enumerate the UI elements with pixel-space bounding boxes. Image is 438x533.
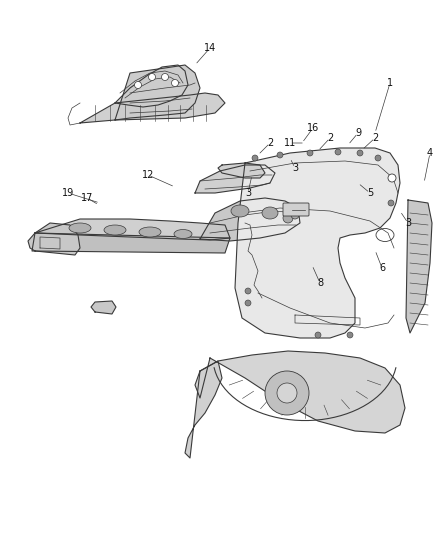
Text: 3: 3 bbox=[245, 188, 251, 198]
Text: 8: 8 bbox=[317, 278, 323, 288]
FancyBboxPatch shape bbox=[283, 203, 309, 216]
Circle shape bbox=[162, 74, 169, 80]
Text: 9: 9 bbox=[355, 128, 361, 138]
Polygon shape bbox=[406, 200, 432, 333]
Circle shape bbox=[277, 152, 283, 158]
Polygon shape bbox=[28, 223, 80, 255]
Text: 4: 4 bbox=[427, 148, 433, 158]
Circle shape bbox=[347, 332, 353, 338]
Polygon shape bbox=[185, 361, 222, 458]
Text: 12: 12 bbox=[142, 170, 154, 180]
Polygon shape bbox=[200, 198, 300, 241]
Circle shape bbox=[252, 155, 258, 161]
Polygon shape bbox=[91, 301, 116, 314]
Polygon shape bbox=[195, 165, 275, 193]
Text: 3: 3 bbox=[292, 163, 298, 173]
Ellipse shape bbox=[231, 205, 249, 217]
Polygon shape bbox=[115, 65, 188, 107]
Circle shape bbox=[148, 74, 155, 80]
Text: 1: 1 bbox=[387, 78, 393, 88]
Circle shape bbox=[283, 213, 293, 223]
Ellipse shape bbox=[262, 207, 278, 219]
Ellipse shape bbox=[104, 225, 126, 235]
Circle shape bbox=[172, 79, 179, 86]
Circle shape bbox=[388, 174, 396, 182]
Circle shape bbox=[291, 211, 299, 219]
Ellipse shape bbox=[69, 223, 91, 233]
Circle shape bbox=[265, 371, 309, 415]
Circle shape bbox=[357, 150, 363, 156]
Circle shape bbox=[245, 288, 251, 294]
Polygon shape bbox=[195, 351, 405, 433]
Polygon shape bbox=[235, 148, 400, 338]
Polygon shape bbox=[115, 65, 200, 120]
Text: 2: 2 bbox=[267, 138, 273, 148]
Ellipse shape bbox=[174, 230, 192, 238]
Circle shape bbox=[335, 149, 341, 155]
Polygon shape bbox=[80, 93, 225, 123]
Text: 6: 6 bbox=[379, 263, 385, 273]
Circle shape bbox=[134, 82, 141, 88]
Text: 3: 3 bbox=[405, 218, 411, 228]
Text: 2: 2 bbox=[327, 133, 333, 143]
Text: 14: 14 bbox=[204, 43, 216, 53]
Circle shape bbox=[307, 150, 313, 156]
Text: 16: 16 bbox=[307, 123, 319, 133]
Text: 11: 11 bbox=[284, 138, 296, 148]
Circle shape bbox=[315, 332, 321, 338]
Circle shape bbox=[277, 383, 297, 403]
Circle shape bbox=[375, 155, 381, 161]
Circle shape bbox=[388, 200, 394, 206]
Text: 19: 19 bbox=[62, 188, 74, 198]
Circle shape bbox=[245, 300, 251, 306]
Text: 5: 5 bbox=[367, 188, 373, 198]
Polygon shape bbox=[32, 233, 230, 253]
Text: 17: 17 bbox=[81, 193, 93, 203]
Polygon shape bbox=[218, 163, 265, 178]
Polygon shape bbox=[35, 219, 230, 240]
Text: 2: 2 bbox=[372, 133, 378, 143]
Ellipse shape bbox=[139, 227, 161, 237]
